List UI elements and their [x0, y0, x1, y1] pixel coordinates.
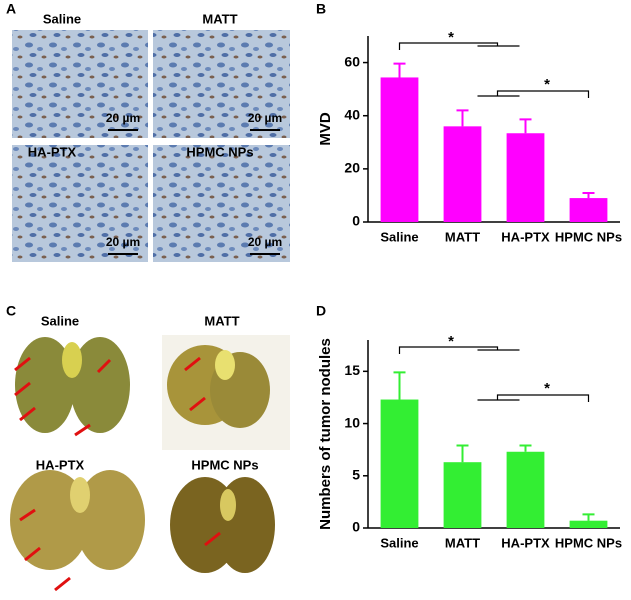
significance-mark: * [448, 29, 454, 46]
significance-mark: * [448, 333, 454, 350]
scale-label: 20 µm [248, 235, 282, 249]
x-tick-label: Saline [380, 535, 418, 550]
micrograph-label: Saline [43, 11, 81, 26]
photos: Saline MATT HA-PTX HPMC NPs [10, 313, 290, 592]
y-tick-label: 20 [344, 160, 360, 176]
panel-label: D [316, 303, 326, 319]
photo-label: MATT [204, 313, 239, 328]
micrograph-label: HA-PTX [28, 144, 77, 159]
bar [506, 451, 545, 528]
x-tick-label: MATT [445, 535, 480, 550]
error-bar [456, 444, 469, 463]
panel-label: A [6, 1, 16, 17]
bar [443, 462, 482, 528]
bar [380, 399, 419, 528]
micrograph-label: MATT [202, 11, 237, 26]
micrograph [12, 30, 148, 138]
y-axis-label: MVD [317, 112, 334, 146]
bar [569, 520, 608, 528]
x-tick-label: Saline [380, 229, 418, 244]
x-tick-label: HPMC NPs [555, 229, 622, 244]
micrograph [12, 145, 148, 262]
significance-mark: * [544, 76, 550, 93]
scale-label: 20 µm [106, 111, 140, 125]
error-bar [456, 109, 469, 127]
scale-bars [108, 129, 280, 255]
significance-bracket [477, 394, 590, 402]
photo-label: HA-PTX [36, 457, 85, 472]
micrographs: Saline MATT HA-PTX HPMC NPs 20 µm 20 µm … [12, 11, 290, 262]
y-tick-label: 10 [344, 414, 360, 430]
scale-label: 20 µm [248, 111, 282, 125]
bar [380, 77, 419, 222]
error-bar [393, 371, 406, 400]
bar [569, 198, 608, 222]
panel-label: C [6, 303, 16, 319]
micrograph [153, 30, 290, 138]
x-tick-label: HPMC NPs [555, 535, 622, 550]
bar [506, 133, 545, 222]
panel-label: B [316, 1, 326, 17]
y-tick-label: 0 [352, 519, 360, 535]
y-tick-label: 15 [344, 362, 360, 378]
bar [443, 126, 482, 222]
photo-label: HPMC NPs [191, 457, 258, 472]
micrograph [153, 145, 290, 262]
error-bar [519, 118, 532, 134]
photo-label: Saline [41, 313, 79, 328]
error-bar [393, 62, 406, 78]
significance-bracket [477, 90, 590, 98]
y-tick-label: 5 [352, 466, 360, 482]
micrograph-label: HPMC NPs [186, 144, 253, 159]
y-tick-label: 0 [352, 213, 360, 229]
scale-label: 20 µm [106, 235, 140, 249]
significance-mark: * [544, 380, 550, 397]
y-tick-label: 40 [344, 106, 360, 122]
error-bar [519, 444, 532, 452]
x-tick-label: HA-PTX [501, 535, 550, 550]
x-tick-label: MATT [445, 229, 480, 244]
significance-bracket [398, 42, 520, 50]
error-bar [582, 513, 595, 521]
y-tick-label: 60 [344, 53, 360, 69]
error-bar [582, 192, 595, 199]
significance-bracket [398, 346, 520, 354]
y-axis-label: Numbers of tumor nodules [317, 338, 334, 530]
x-tick-label: HA-PTX [501, 229, 550, 244]
